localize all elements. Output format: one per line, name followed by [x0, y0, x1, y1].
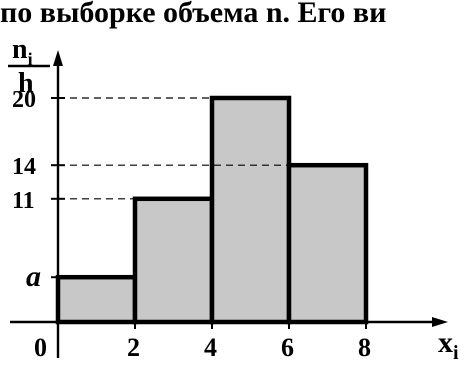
x-tick-label-6: 6: [281, 333, 294, 362]
axes: [10, 50, 448, 358]
y-tick-label-a: a: [26, 260, 41, 293]
header-text: по выборке объема n. Его ви: [0, 0, 386, 29]
tick-labels: a 11 20 14 2 4 6 8 0: [12, 87, 371, 362]
y-axis-arrow: [53, 50, 63, 66]
histogram-bar-1: [55, 274, 138, 325]
guide-lines: [58, 97, 289, 200]
y-tick-label-11: 11: [12, 188, 35, 214]
y-label-numerator: ni: [12, 34, 33, 69]
x-tick-label-4: 4: [204, 333, 217, 362]
histogram-bar-2: [132, 196, 215, 325]
histogram-bar-4: [286, 162, 369, 325]
y-tick-label-20: 20: [12, 87, 36, 113]
x-axis-label: xi: [438, 326, 459, 364]
histogram-bar-3: [209, 95, 292, 325]
origin-label: 0: [34, 333, 47, 362]
y-axis-label: ni h: [8, 34, 50, 99]
x-tick-label-8: 8: [358, 333, 371, 362]
bars-group: [55, 95, 369, 325]
y-label-denominator: h: [18, 68, 34, 99]
y-tick-label-14: 14: [12, 154, 36, 180]
x-tick-label-2: 2: [127, 333, 140, 362]
x-axis-arrow: [432, 317, 448, 327]
